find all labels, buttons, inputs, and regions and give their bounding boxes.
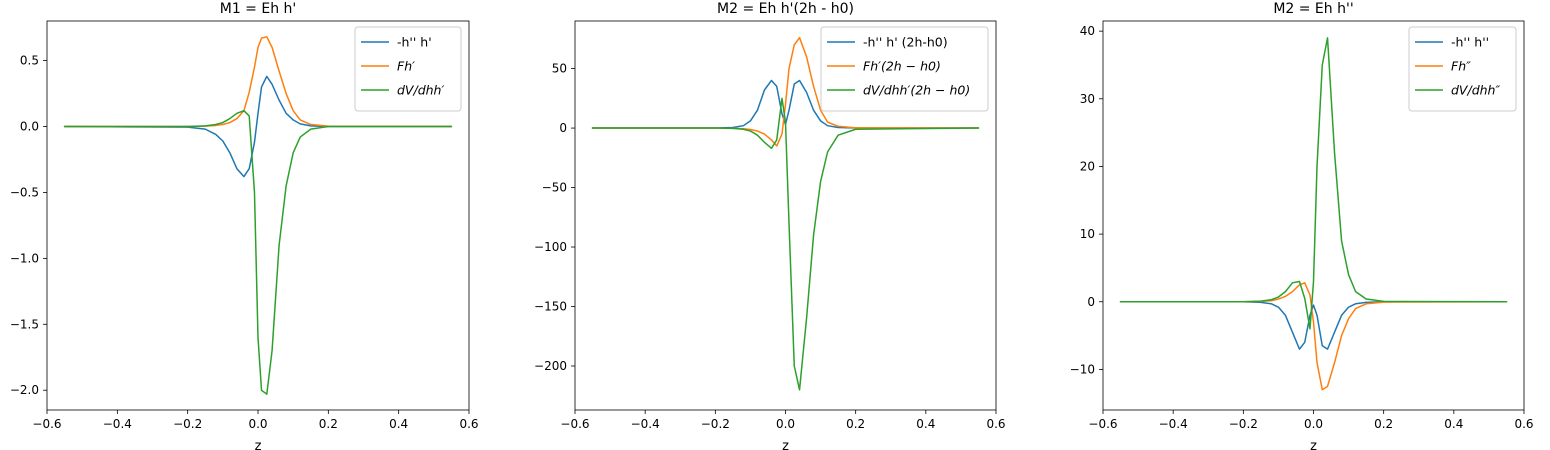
x-tick-label: −0.4 [1159,417,1188,431]
x-tick-label: 0.6 [1514,417,1533,431]
x-tick-label: 0.0 [776,417,795,431]
x-tick-label: −0.4 [631,417,660,431]
x-tick-label: 0.0 [1304,417,1323,431]
x-tick-label: 0.2 [846,417,865,431]
x-tick-label: 0.4 [389,417,408,431]
y-tick-label: 0.5 [20,54,39,68]
chart-title: M2 = Eh h'' [1273,1,1353,17]
x-tick-label: −0.2 [701,417,730,431]
y-tick-label: 10 [1080,227,1095,241]
x-tick-label: −0.6 [1088,417,1117,431]
y-tick-label: −100 [534,240,567,254]
legend-label-3: dV/dhh″ [1451,83,1500,98]
legend-frame [820,26,989,112]
y-tick-label: −2.0 [10,383,39,397]
legend: -h'' h' (2h-h0) Fh′(2h − h0) dV/dhh′(2h − … [820,26,989,112]
legend: -h'' h' Fh′ dV/dhh′ [354,26,462,112]
y-tick-label: 0 [1087,295,1095,309]
y-tick-label: 0 [559,121,567,135]
chart-title: M2 = Eh h'(2h - h0) [717,1,854,17]
series-line-2 [591,36,980,147]
legend: -h'' h'' Fh″ dV/dhh″ [1408,26,1517,112]
x-tick-label: −0.4 [103,417,132,431]
legend-label-3: dV/dhh′ [397,83,444,98]
x-axis-label: z [782,439,789,450]
y-tick-label: 40 [1080,24,1095,38]
series-line-3 [591,97,980,391]
y-tick-label: −1.0 [10,251,39,265]
legend-label-2: Fh′(2h − h0) [863,59,941,74]
y-tick-label: −10 [1070,362,1095,376]
x-tick-label: −0.2 [173,417,202,431]
legend-label-2: Fh″ [1451,59,1471,74]
y-tick-label: −200 [534,359,567,373]
series-line-3 [1119,37,1508,330]
x-tick-label: 0.6 [986,417,1005,431]
y-tick-label: −50 [542,181,567,195]
y-tick-label: −1.5 [10,317,39,331]
x-tick-label: −0.6 [560,417,589,431]
series-line-2 [1119,282,1508,391]
x-tick-label: −0.6 [32,417,61,431]
series-line-3 [63,109,453,395]
y-tick-label: −150 [534,300,567,314]
legend-label-1: -h'' h' [397,35,432,50]
series-line-2 [63,36,453,128]
chart-panel-1: M1 = Eh h' −0.6 −0.4 −0.2 0.0 0.2 0.4 0.6 −2.0 −1… [10,1,479,450]
x-tick-label: 0.0 [248,417,267,431]
y-tick-label: 0.0 [20,119,39,133]
x-tick-label: 0.4 [1444,417,1463,431]
chart-panel-2: M2 = Eh h'(2h - h0) −0.6 −0.4 −0.2 0.0 0.2 0.4… [534,1,1006,450]
y-tick-label: 30 [1080,92,1095,106]
chart-title: M1 = Eh h' [220,1,297,17]
x-axis-label: z [255,439,262,450]
x-tick-label: −0.2 [1229,417,1258,431]
chart-panel-3: M2 = Eh h'' −0.6 −0.4 −0.2 0.0 0.2 0.4 0.6 −10 0 1… [1070,1,1534,450]
legend-label-1: -h'' h'' [1451,35,1489,50]
series-line-1 [1119,301,1508,350]
x-tick-label: 0.4 [916,417,935,431]
legend-label-1: -h'' h' (2h-h0) [863,35,948,50]
x-tick-label: 0.2 [319,417,338,431]
y-tick-label: 50 [552,62,567,76]
x-axis-label: z [1310,439,1317,450]
x-tick-label: 0.2 [1374,417,1393,431]
y-tick-label: −0.5 [10,185,39,199]
legend-label-3: dV/dhh′(2h − h0) [863,83,970,98]
x-tick-label: 0.6 [459,417,478,431]
series-line-1 [63,75,453,178]
y-tick-label: 20 [1080,159,1095,173]
legend-label-2: Fh′ [397,59,415,74]
